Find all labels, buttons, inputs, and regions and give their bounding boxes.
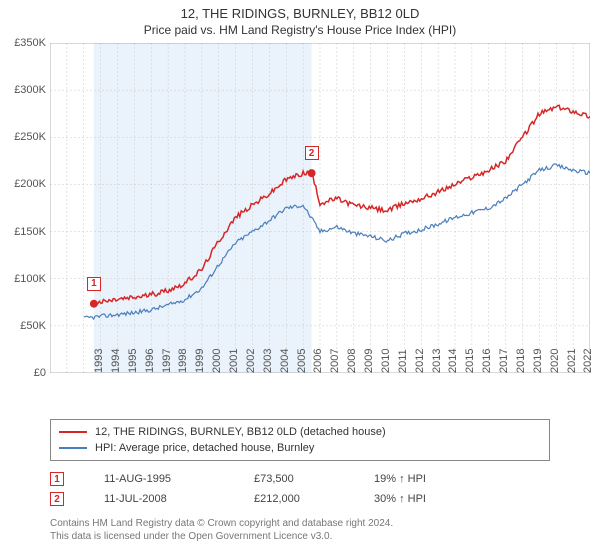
sale-date: 11-JUL-2008	[104, 493, 214, 505]
sale-row: 1 11-AUG-1995 £73,500 19% ↑ HPI	[50, 469, 560, 489]
y-tick-label: £350K	[14, 37, 50, 49]
page-title: 12, THE RIDINGS, BURNLEY, BB12 0LD	[0, 6, 600, 21]
price-chart: £0£50K£100K£150K£200K£250K£300K£350K12	[50, 43, 590, 373]
legend-swatch	[59, 447, 87, 449]
chart-svg	[50, 43, 590, 373]
legend-label: HPI: Average price, detached house, Burn…	[95, 440, 314, 456]
sale-badge: 1	[50, 472, 64, 486]
sale-badge: 2	[50, 492, 64, 506]
sale-row: 2 11-JUL-2008 £212,000 30% ↑ HPI	[50, 489, 560, 509]
sale-date: 11-AUG-1995	[104, 473, 214, 485]
legend-row: HPI: Average price, detached house, Burn…	[59, 440, 541, 456]
y-tick-label: £100K	[14, 273, 50, 285]
sale-delta: 19% ↑ HPI	[374, 473, 464, 485]
y-tick-label: £300K	[14, 84, 50, 96]
y-tick-label: £250K	[14, 131, 50, 143]
page-subtitle: Price paid vs. HM Land Registry's House …	[0, 23, 600, 37]
footer-licence: This data is licensed under the Open Gov…	[50, 530, 560, 543]
sale-price: £212,000	[254, 493, 334, 505]
chart-sale-badge: 1	[87, 277, 101, 291]
sale-delta: 30% ↑ HPI	[374, 493, 464, 505]
x-axis-labels: 1993199419951996199719981999200020012002…	[50, 373, 590, 413]
legend-row: 12, THE RIDINGS, BURNLEY, BB12 0LD (deta…	[59, 424, 541, 440]
legend-swatch	[59, 431, 87, 433]
footer-copyright: Contains HM Land Registry data © Crown c…	[50, 517, 560, 530]
legend: 12, THE RIDINGS, BURNLEY, BB12 0LD (deta…	[50, 419, 550, 461]
sale-price: £73,500	[254, 473, 334, 485]
y-tick-label: £200K	[14, 178, 50, 190]
legend-label: 12, THE RIDINGS, BURNLEY, BB12 0LD (deta…	[95, 424, 386, 440]
y-tick-label: £0	[34, 367, 50, 379]
y-tick-label: £50K	[20, 320, 50, 332]
sale-marker-rows: 1 11-AUG-1995 £73,500 19% ↑ HPI 2 11-JUL-2008…	[50, 469, 560, 509]
y-tick-label: £150K	[14, 226, 50, 238]
chart-sale-badge: 2	[305, 146, 319, 160]
